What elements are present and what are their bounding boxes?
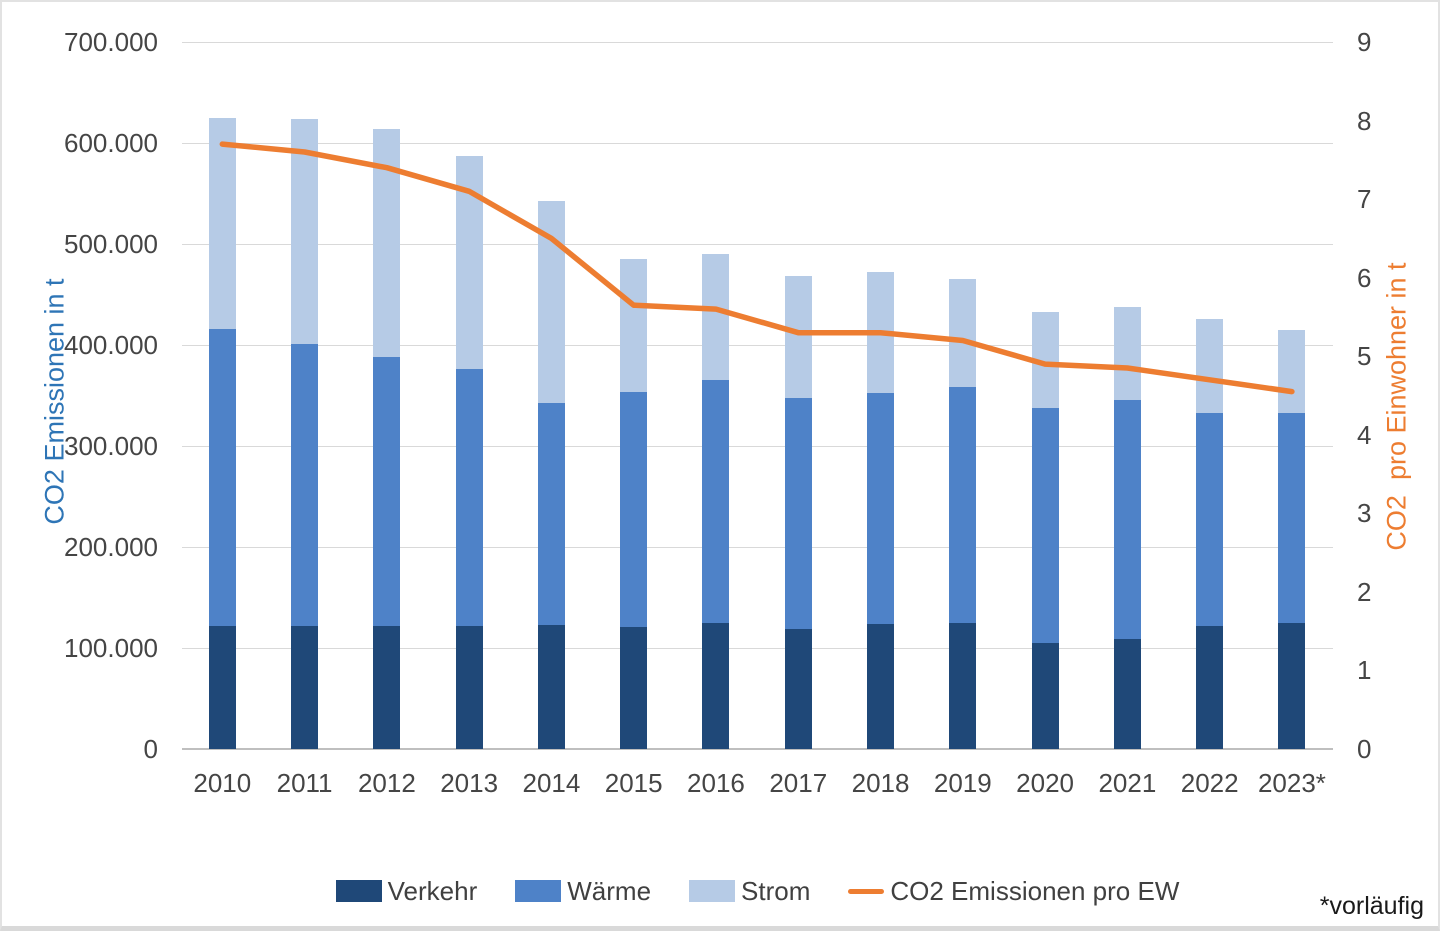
x-axis-tick-label: 2020 [1016, 768, 1075, 798]
legend-label: Wärme [567, 876, 652, 906]
bar-segment-wrme-2016 [702, 380, 730, 623]
right-axis-tick-label: 1 [1357, 655, 1372, 686]
x-axis-tick-label: 2016 [687, 768, 745, 798]
bar-segment-verkehr-2020 [1031, 642, 1059, 749]
bar-segment-verkehr-2014 [537, 624, 565, 749]
left-axis-tick-label: 500.000 [64, 229, 158, 259]
left-axis-tick-label: 400.000 [64, 330, 158, 360]
bar-segment-strom-2010 [208, 117, 236, 329]
footnote-vorlaeufig: *vorläufig [1319, 892, 1424, 920]
bar-segment-strom-2013 [455, 156, 483, 370]
bar-segment-strom-2016 [702, 254, 730, 381]
bar-segment-wrme-2012 [373, 357, 401, 626]
left-axis-tick-label: 0 [143, 734, 158, 764]
right-axis-tick-label: 0 [1357, 734, 1372, 764]
x-axis-tick-label: 2021 [1098, 768, 1157, 798]
legend-line-swatch-icon [848, 888, 885, 894]
bar-segment-strom-2023 [1278, 329, 1306, 413]
bar-segment-strom-2021 [1113, 306, 1141, 400]
bar-segment-verkehr-2023 [1278, 622, 1306, 749]
right-axis-tick-label: 2 [1357, 576, 1372, 607]
bar-segment-verkehr-2010 [208, 625, 236, 749]
bar-segment-verkehr-2018 [867, 623, 895, 749]
bar-segment-wrme-2010 [208, 328, 236, 626]
legend-item-coemissionenproew: CO2 Emissionen pro EW [848, 876, 1179, 906]
bar-segment-strom-2018 [867, 272, 895, 394]
bar-segment-wrme-2021 [1113, 399, 1141, 639]
right-axis-tick-label: 5 [1357, 341, 1372, 372]
bar-segment-verkehr-2013 [455, 625, 483, 749]
bar-segment-wrme-2022 [1196, 412, 1224, 626]
legend-color-swatch-icon [515, 880, 562, 902]
bar-segment-strom-2017 [784, 276, 812, 398]
bar-segment-wrme-2023 [1278, 412, 1306, 623]
left-axis-tick-label: 100.000 [64, 633, 158, 663]
gridline [182, 547, 1333, 548]
right-axis-tick-label: 3 [1357, 498, 1372, 529]
gridline [182, 143, 1333, 144]
bar-segment-wrme-2019 [949, 387, 977, 623]
gridline [182, 345, 1333, 346]
bar-segment-wrme-2015 [620, 392, 648, 627]
right-axis-title: CO2 pro Einwohner in t [1381, 262, 1412, 551]
legend-item-wrme: Wärme [515, 876, 651, 906]
bar-segment-wrme-2014 [537, 402, 565, 625]
bar-segment-verkehr-2016 [702, 622, 730, 749]
left-axis-tick-label: 700.000 [64, 27, 158, 57]
legend-label: Strom [741, 876, 811, 906]
x-axis-tick-label: 2022 [1180, 768, 1239, 798]
bar-segment-verkehr-2022 [1196, 625, 1224, 749]
right-axis-tick-label: 8 [1357, 105, 1372, 136]
x-axis-tick-label: 2018 [851, 768, 910, 798]
bar-segment-strom-2011 [291, 118, 319, 344]
x-axis-tick-label: 2010 [193, 768, 252, 798]
bar-segment-strom-2020 [1031, 311, 1059, 408]
legend-item-strom: Strom [689, 876, 810, 906]
bar-segment-verkehr-2017 [784, 628, 812, 749]
right-axis-tick-label: 6 [1357, 262, 1372, 293]
legend-color-swatch-icon [335, 880, 382, 902]
gridline [182, 446, 1333, 447]
legend-label: Verkehr [387, 876, 478, 906]
left-axis-title: CO2 Emissionen in t [39, 278, 70, 525]
bar-segment-wrme-2013 [455, 369, 483, 626]
x-axis-tick-label: 2019 [933, 768, 992, 798]
x-axis-tick-label: 2011 [276, 768, 333, 798]
bar-segment-wrme-2011 [291, 343, 319, 626]
left-axis-tick-label: 200.000 [64, 532, 158, 562]
right-axis-tick-label: 7 [1357, 184, 1372, 215]
x-axis-tick-label: 2012 [357, 768, 416, 798]
bar-segment-wrme-2020 [1031, 407, 1059, 643]
bar-segment-strom-2015 [620, 259, 648, 393]
gridline [182, 42, 1333, 43]
x-axis-baseline [182, 748, 1333, 750]
legend: Verkehr Wärme Strom CO2 Emissionen pro EW [182, 876, 1333, 906]
legend-label: CO2 Emissionen pro EW [890, 876, 1180, 906]
bar-segment-wrme-2018 [867, 393, 895, 624]
right-axis-tick-label: 4 [1357, 419, 1372, 450]
bar-segment-verkehr-2019 [949, 622, 977, 749]
x-axis-tick-label: 2013 [440, 768, 499, 798]
bar-segment-strom-2014 [537, 200, 565, 403]
bar-segment-verkehr-2012 [373, 625, 401, 749]
x-axis-tick-label: 2014 [522, 768, 581, 798]
x-axis-tick-label: 2015 [604, 768, 663, 798]
bar-segment-verkehr-2011 [291, 625, 319, 749]
bar-segment-wrme-2017 [784, 397, 812, 629]
bar-segment-strom-2019 [949, 279, 977, 388]
gridline [182, 648, 1333, 649]
left-axis-tick-label: 600.000 [64, 128, 158, 158]
bar-segment-verkehr-2021 [1113, 638, 1141, 749]
x-axis-tick-label: 2023* [1257, 768, 1326, 798]
bar-segment-strom-2012 [373, 128, 401, 358]
legend-color-swatch-icon [689, 880, 736, 902]
gridline [182, 244, 1333, 245]
x-axis-tick-label: 2017 [769, 768, 828, 798]
left-axis-tick-label: 300.000 [64, 431, 158, 461]
legend-item-verkehr: Verkehr [335, 876, 478, 906]
right-axis-tick-label: 9 [1357, 27, 1372, 57]
bar-segment-verkehr-2015 [620, 626, 648, 749]
bar-segment-strom-2022 [1196, 318, 1224, 413]
